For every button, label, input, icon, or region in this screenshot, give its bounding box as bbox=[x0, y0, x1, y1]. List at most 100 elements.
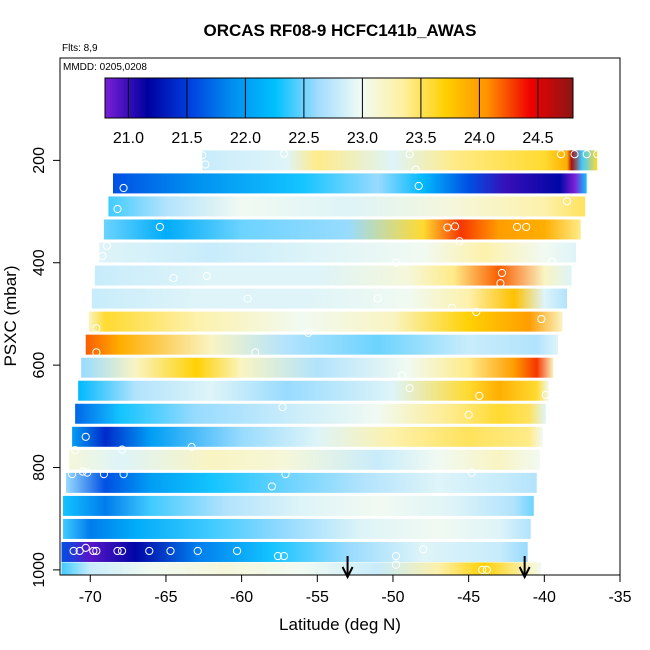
x-tick-label: -55 bbox=[306, 589, 329, 606]
x-axis-title: Latitude (deg N) bbox=[279, 615, 401, 634]
sample-point bbox=[198, 151, 207, 160]
x-axis: -70 -65 -60 -55 -50 -45 -40 -35 bbox=[79, 575, 632, 606]
sample-point bbox=[155, 222, 164, 232]
sample-point bbox=[89, 546, 98, 556]
sample-point bbox=[603, 150, 612, 159]
sample-point bbox=[547, 257, 556, 266]
colorbar-tick-label: 22.0 bbox=[230, 130, 261, 147]
x-tick-label: -40 bbox=[533, 589, 556, 606]
colorbar-scale bbox=[104, 77, 574, 119]
sample-point bbox=[512, 222, 522, 232]
sample-point bbox=[117, 445, 127, 454]
heatmap-layer-515 bbox=[88, 311, 563, 332]
sample-point bbox=[98, 251, 107, 261]
sample-point bbox=[478, 565, 487, 574]
y-tick-label: 200 bbox=[31, 147, 48, 174]
sample-point bbox=[99, 470, 108, 479]
heatmap-layer-830 bbox=[66, 472, 537, 493]
sample-markers bbox=[68, 149, 612, 575]
sample-point bbox=[279, 149, 289, 158]
sample-point bbox=[81, 432, 90, 441]
sample-point bbox=[455, 237, 464, 246]
sample-point bbox=[419, 545, 428, 554]
dates-label: MMDD: 0205,0208 bbox=[63, 62, 147, 73]
heatmap-layer-290 bbox=[108, 196, 586, 217]
sample-point bbox=[92, 546, 101, 556]
sample-point bbox=[537, 314, 546, 324]
colorbar: 21.0 21.5 22.0 22.5 23.0 23.5 24.0 24.5 bbox=[104, 77, 574, 147]
y-tick-label: 800 bbox=[31, 454, 48, 481]
sample-point bbox=[232, 546, 242, 556]
sample-point bbox=[464, 410, 473, 419]
heatmap-layers bbox=[61, 150, 598, 575]
sample-point bbox=[568, 350, 578, 359]
sample-point bbox=[75, 546, 84, 556]
x-tick-label: -50 bbox=[381, 589, 404, 606]
colorbar-tick-label: 23.5 bbox=[405, 130, 436, 147]
sample-point bbox=[145, 546, 154, 556]
heatmap-layer-560 bbox=[85, 334, 558, 355]
sample-point bbox=[267, 482, 276, 491]
heatmap-layer-425 bbox=[94, 265, 572, 286]
sample-point bbox=[397, 371, 407, 380]
sample-point bbox=[68, 470, 77, 479]
heatmap-layer-335 bbox=[103, 219, 581, 240]
sample-point bbox=[119, 470, 128, 479]
sample-point bbox=[113, 546, 122, 556]
sample-point bbox=[582, 150, 591, 159]
sample-point bbox=[102, 241, 112, 250]
x-tick-label: -60 bbox=[230, 589, 253, 606]
sample-point bbox=[304, 328, 313, 337]
sample-point bbox=[391, 258, 401, 267]
y-tick-label: 400 bbox=[31, 249, 48, 276]
sample-point bbox=[202, 271, 211, 281]
y-tick-label: 600 bbox=[31, 352, 48, 379]
sample-point bbox=[405, 384, 414, 393]
heatmap-layer-875 bbox=[63, 495, 534, 516]
colorbar-tick-label: 24.5 bbox=[522, 130, 553, 147]
plot-frame bbox=[59, 57, 621, 576]
sample-point bbox=[273, 551, 283, 561]
heatmap-layer-200 bbox=[202, 150, 598, 171]
x-tick-label: -70 bbox=[79, 589, 102, 606]
sample-point bbox=[281, 470, 290, 479]
flights-label: Flts: 8,9 bbox=[62, 43, 98, 54]
sample-point bbox=[279, 551, 289, 561]
heatmap-layer-380 bbox=[99, 242, 577, 263]
sample-point bbox=[92, 324, 101, 333]
sample-point bbox=[540, 569, 549, 575]
sample-point bbox=[69, 546, 78, 556]
sample-point bbox=[570, 150, 579, 159]
sample-point bbox=[443, 223, 452, 232]
sample-point bbox=[475, 391, 484, 400]
colorbar-tick-label: 21.0 bbox=[113, 130, 144, 147]
colorbar-tick-label: 21.5 bbox=[171, 130, 202, 147]
heatmap-layer-470 bbox=[91, 288, 568, 309]
sample-point bbox=[522, 222, 531, 232]
sample-point bbox=[472, 307, 481, 316]
x-tick-label: -65 bbox=[154, 589, 177, 606]
sample-point bbox=[497, 268, 507, 278]
sample-point bbox=[447, 303, 457, 312]
y-axis-title: PSXC (mbar) bbox=[1, 265, 20, 366]
heatmap-layer-245 bbox=[112, 173, 587, 194]
sample-point bbox=[187, 442, 196, 452]
arrow-marker-head bbox=[341, 566, 354, 580]
sample-point bbox=[78, 467, 87, 476]
sample-point bbox=[71, 446, 80, 455]
arrow-marker-head bbox=[518, 566, 531, 580]
heatmap-layer-920 bbox=[63, 518, 531, 539]
sample-point bbox=[593, 150, 602, 159]
colorbar-tick-label: 23.0 bbox=[347, 130, 378, 147]
sample-point bbox=[119, 183, 128, 193]
heatmap-layer-965 bbox=[61, 541, 528, 562]
arrow-markers bbox=[341, 556, 531, 580]
sample-point bbox=[391, 560, 401, 569]
x-tick-label: -35 bbox=[608, 589, 631, 606]
colorbar-tick-label: 24.0 bbox=[464, 130, 495, 147]
sample-point bbox=[92, 348, 101, 357]
sample-point bbox=[278, 403, 287, 412]
sample-point bbox=[169, 274, 178, 283]
heatmap-layer-1005 bbox=[61, 562, 542, 575]
sample-point bbox=[467, 468, 476, 477]
